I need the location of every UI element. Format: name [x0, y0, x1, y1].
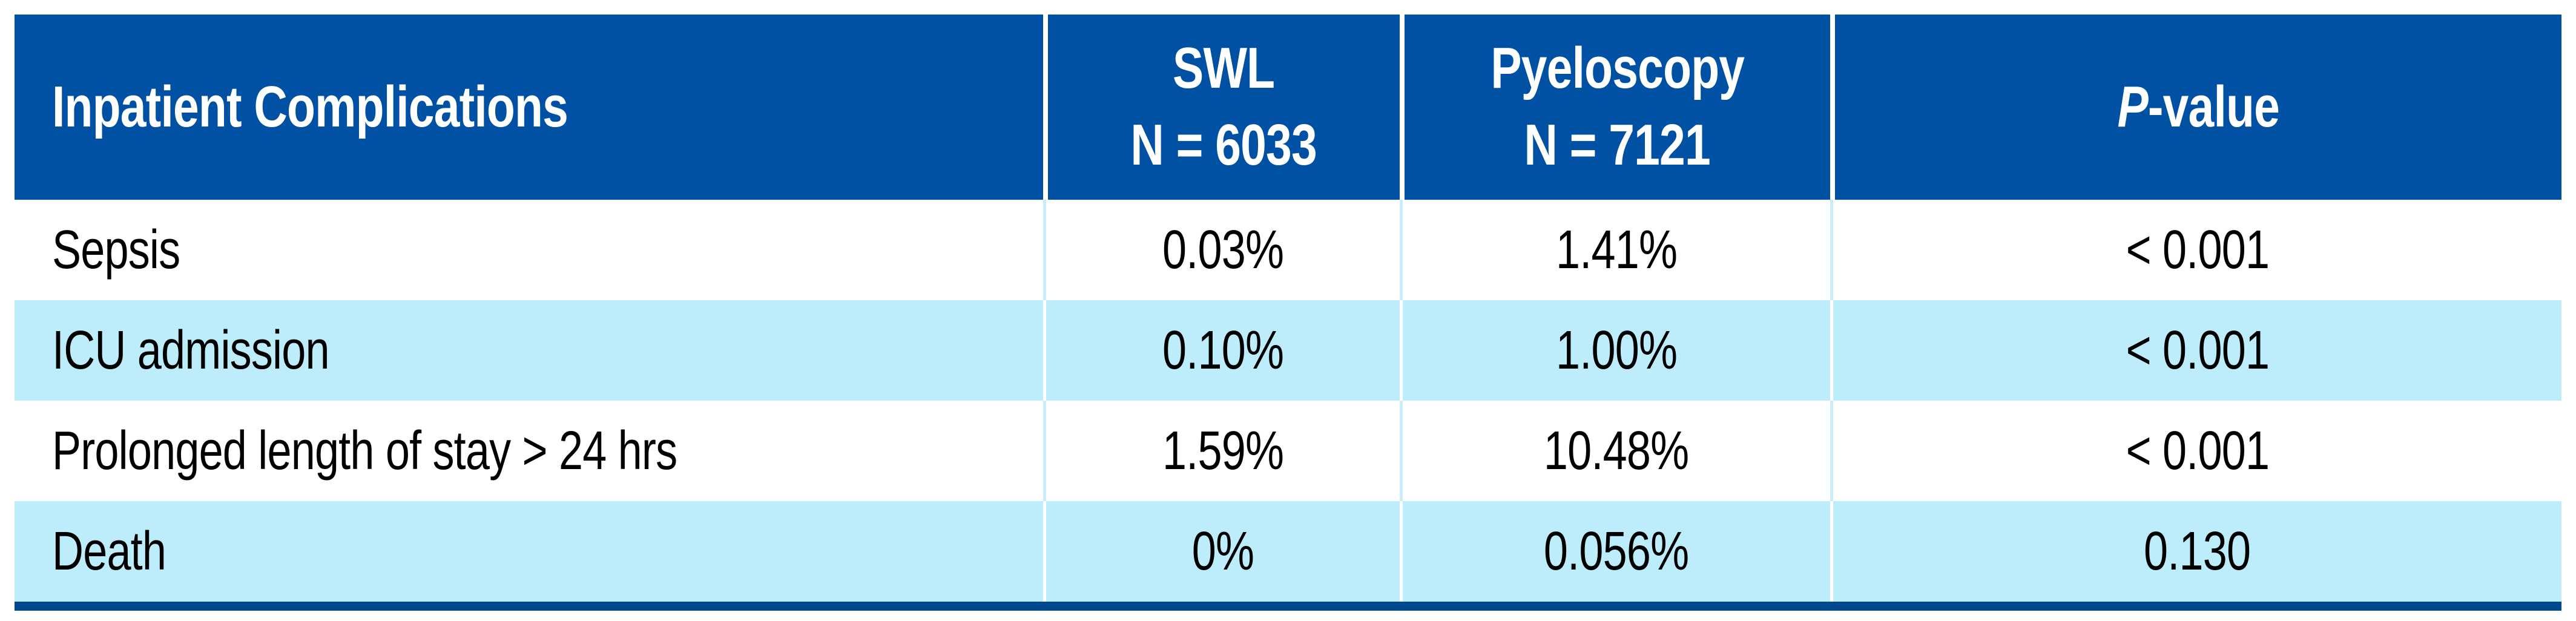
- prolonged-pyeloscopy-value: 10.48%: [1544, 421, 1689, 481]
- cell-icu-pyeloscopy: 1.00%: [1400, 300, 1830, 401]
- cell-death-pyeloscopy: 0.056%: [1400, 501, 1830, 602]
- death-swl-value: 0%: [1191, 521, 1254, 582]
- sepsis-label: Sepsis: [52, 220, 180, 280]
- cell-sepsis-pyeloscopy: 1.41%: [1400, 200, 1830, 300]
- header-cell-p-value: P-value: [1830, 15, 2561, 200]
- cell-prolonged-p-value: < 0.001: [1830, 401, 2561, 501]
- header-cell-pyeloscopy: Pyeloscopy N = 7121: [1400, 15, 1830, 200]
- cell-sepsis-swl: 0.03%: [1043, 200, 1400, 300]
- cell-death-p-value: 0.130: [1830, 501, 2561, 602]
- header-label-inpatient-complications: Inpatient Complications: [52, 74, 568, 139]
- icu-swl-value: 0.10%: [1162, 320, 1284, 381]
- death-p-value: 0.130: [2144, 521, 2251, 582]
- header-label-pyeloscopy: Pyeloscopy: [1491, 36, 1745, 101]
- prolonged-swl-value: 1.59%: [1162, 421, 1284, 481]
- table-bottom-rule: [15, 602, 2561, 611]
- cell-prolonged-name: Prolonged length of stay > 24 hrs: [15, 401, 1043, 501]
- table-header-row: Inpatient Complications SWL N = 6033 Pye…: [15, 15, 2561, 200]
- header-label-swl-n: N = 6033: [1130, 113, 1317, 177]
- icu-p-value: < 0.001: [2126, 320, 2269, 381]
- header-label-p-value: P-value: [2117, 69, 2279, 146]
- p-value-rest: -value: [2147, 74, 2280, 139]
- table-row-icu-admission: ICU admission 0.10% 1.00% < 0.001: [15, 300, 2561, 401]
- cell-death-swl: 0%: [1043, 501, 1400, 602]
- table-row-sepsis: Sepsis 0.03% 1.41% < 0.001: [15, 200, 2561, 300]
- cell-sepsis-name: Sepsis: [15, 200, 1043, 300]
- cell-sepsis-p-value: < 0.001: [1830, 200, 2561, 300]
- prolonged-p-value: < 0.001: [2126, 421, 2269, 481]
- sepsis-swl-value: 0.03%: [1162, 220, 1284, 280]
- cell-icu-swl: 0.10%: [1043, 300, 1400, 401]
- prolonged-label: Prolonged length of stay > 24 hrs: [52, 421, 677, 481]
- table-row-prolonged-stay: Prolonged length of stay > 24 hrs 1.59% …: [15, 401, 2561, 501]
- inpatient-complications-table: Inpatient Complications SWL N = 6033 Pye…: [15, 15, 2561, 611]
- header-label-pyeloscopy-n: N = 7121: [1524, 113, 1711, 177]
- header-label-swl: SWL: [1173, 36, 1275, 101]
- p-value-italic-p: P: [2117, 74, 2148, 139]
- cell-prolonged-pyeloscopy: 10.48%: [1400, 401, 1830, 501]
- icu-pyeloscopy-value: 1.00%: [1555, 320, 1678, 381]
- cell-death-name: Death: [15, 501, 1043, 602]
- cell-icu-p-value: < 0.001: [1830, 300, 2561, 401]
- sepsis-pyeloscopy-value: 1.41%: [1555, 220, 1678, 280]
- death-pyeloscopy-value: 0.056%: [1544, 521, 1689, 582]
- icu-label: ICU admission: [52, 320, 330, 381]
- sepsis-p-value: < 0.001: [2126, 220, 2269, 280]
- header-cell-swl: SWL N = 6033: [1043, 15, 1400, 200]
- cell-prolonged-swl: 1.59%: [1043, 401, 1400, 501]
- death-label: Death: [52, 521, 166, 582]
- table-row-death: Death 0% 0.056% 0.130: [15, 501, 2561, 602]
- header-cell-inpatient-complications: Inpatient Complications: [15, 15, 1043, 200]
- cell-icu-name: ICU admission: [15, 300, 1043, 401]
